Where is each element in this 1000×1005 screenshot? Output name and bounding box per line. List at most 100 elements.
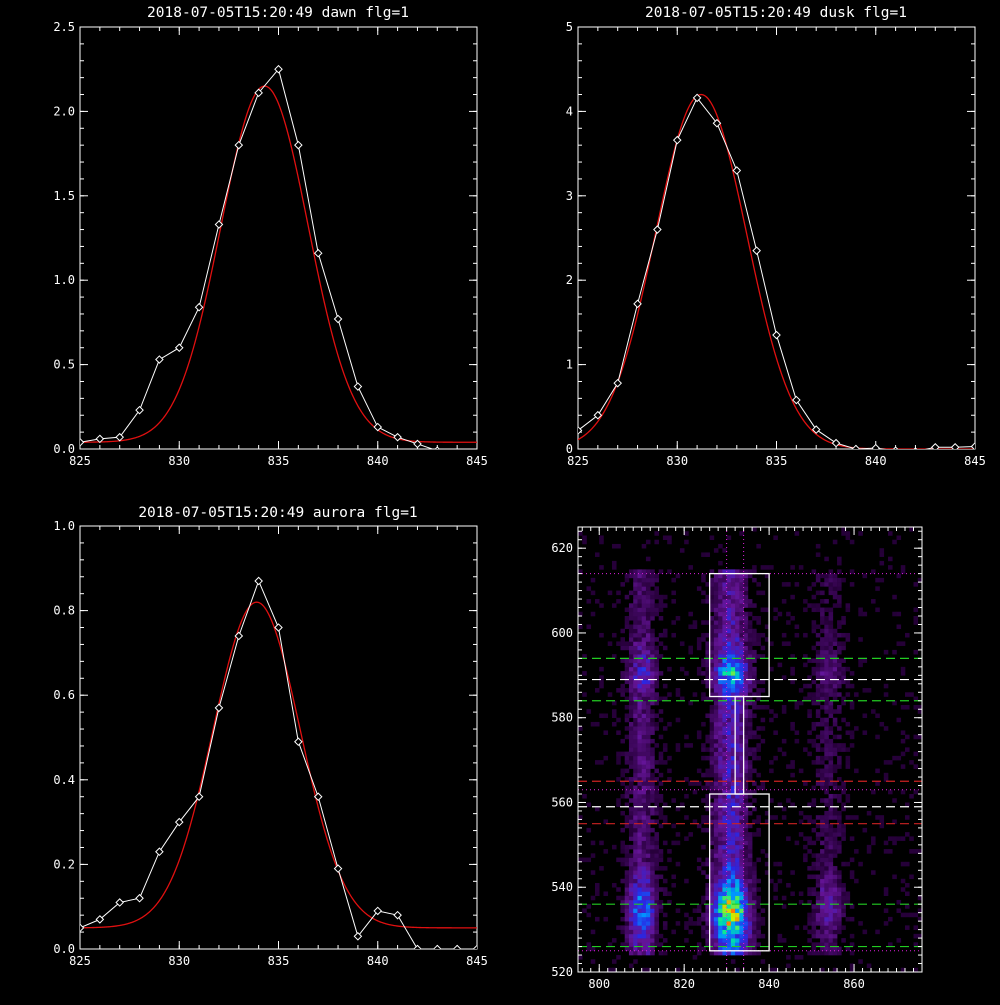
heatmap-pixel (722, 688, 727, 693)
heatmap-pixel (722, 599, 727, 604)
heatmap-pixel (654, 658, 659, 663)
heatmap-pixel (824, 823, 829, 829)
heatmap-pixel (628, 950, 634, 956)
heatmap-pixel (718, 832, 723, 837)
heatmap-pixel (658, 950, 664, 956)
heatmap-pixel (837, 798, 842, 803)
heatmap-pixel (743, 938, 749, 943)
heatmap-pixel (726, 607, 732, 613)
heatmap-pixel (633, 594, 638, 600)
heatmap-pixel (628, 887, 634, 892)
heatmap-pixel (824, 764, 829, 769)
heatmap-pixel (701, 632, 706, 638)
heatmap-pixel (709, 577, 715, 583)
heatmap-pixel (743, 645, 749, 651)
heatmap-pixel (917, 577, 923, 583)
heatmap-pixel (637, 832, 643, 837)
heatmap-pixel (824, 582, 829, 587)
heatmap-pixel (637, 637, 643, 642)
heatmap-pixel (832, 603, 838, 608)
heatmap-pixel (743, 709, 749, 714)
heatmap-pixel (824, 649, 829, 655)
heatmap-pixel (718, 810, 723, 816)
heatmap-pixel (705, 747, 710, 752)
heatmap-pixel (752, 734, 757, 740)
heatmap-pixel (709, 671, 715, 676)
heatmap-pixel (917, 734, 923, 740)
heatmap-pixel (722, 849, 727, 854)
heatmap-pixel (671, 620, 676, 625)
heatmap-pixel (726, 857, 732, 863)
heatmap-pixel (645, 688, 651, 693)
heatmap-pixel (645, 844, 651, 850)
heatmap-pixel (743, 726, 749, 731)
heatmap-pixel (633, 683, 638, 689)
heatmap-pixel (658, 734, 664, 740)
heatmap-pixel (735, 967, 740, 973)
heatmap-pixel (713, 904, 719, 909)
heatmap-pixel (837, 599, 842, 604)
heatmap-pixel (705, 738, 710, 744)
heatmap-pixel (815, 654, 821, 659)
heatmap-pixel (658, 798, 664, 803)
heatmap-pixel (739, 628, 744, 634)
heatmap-pixel (650, 645, 655, 651)
heatmap-pixel (828, 891, 834, 897)
heatmap-pixel (849, 933, 855, 939)
heatmap-pixel (722, 802, 727, 808)
heatmap-pixel (701, 844, 706, 850)
heatmap-pixel (832, 764, 838, 769)
heatmap-pixel (633, 887, 638, 892)
heatmap-pixel (743, 692, 749, 697)
heatmap-pixel (726, 700, 732, 706)
heatmap-pixel (726, 806, 732, 812)
heatmap-pixel (594, 688, 600, 693)
heatmap-pixel (828, 938, 834, 943)
heatmap-pixel (739, 946, 744, 952)
heatmap-pixel (709, 908, 715, 913)
heatmap-pixel (756, 679, 761, 685)
heatmap-pixel (633, 713, 638, 719)
heatmap-pixel (896, 755, 902, 761)
heatmap-pixel (820, 768, 825, 774)
heatmap-pixel (726, 616, 732, 621)
heatmap-pixel (701, 899, 706, 905)
heatmap-pixel (747, 721, 753, 727)
heatmap-pixel (713, 666, 719, 672)
heatmap-pixel (637, 590, 643, 596)
heatmap-pixel (735, 921, 740, 926)
heatmap-pixel (905, 912, 910, 918)
heatmap-pixel (709, 586, 715, 591)
heatmap-pixel (641, 819, 647, 824)
heatmap-pixel (713, 607, 719, 613)
heatmap-pixel (718, 607, 723, 613)
y-tick-label: 540 (551, 880, 573, 894)
heatmap-pixel (824, 620, 829, 625)
heatmap-pixel (628, 755, 634, 761)
heatmap-pixel (713, 870, 719, 875)
heatmap-pixel (641, 794, 647, 799)
heatmap-pixel (726, 815, 732, 820)
heatmap-pixel (718, 569, 723, 574)
heatmap-pixel (896, 573, 902, 579)
heatmap-pixel (658, 942, 664, 947)
heatmap-pixel (900, 764, 906, 769)
heatmap-pixel (735, 586, 740, 591)
heatmap-pixel (764, 565, 770, 570)
heatmap-pixel (752, 950, 757, 956)
heatmap-pixel (586, 586, 592, 591)
heatmap-pixel (815, 734, 821, 740)
heatmap-pixel (747, 794, 753, 799)
heatmap-pixel (637, 726, 643, 731)
heatmap-pixel (603, 916, 609, 922)
heatmap-pixel (641, 726, 647, 731)
heatmap-pixel (815, 607, 821, 613)
heatmap-pixel (811, 861, 817, 867)
heatmap-pixel (701, 671, 706, 676)
heatmap-pixel (718, 836, 723, 841)
heatmap-pixel (718, 577, 723, 583)
heatmap-pixel (650, 755, 655, 761)
heatmap-pixel (705, 883, 710, 888)
heatmap-pixel (786, 611, 791, 617)
heatmap-pixel (913, 705, 919, 710)
